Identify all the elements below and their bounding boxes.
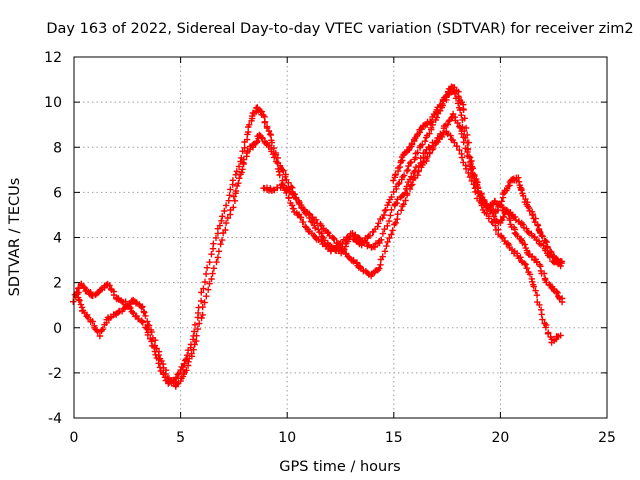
y-tick-label: 4 <box>53 231 62 247</box>
plus-markers <box>73 128 564 390</box>
chart-title: Day 163 of 2022, Sidereal Day-to-day VTE… <box>46 21 633 37</box>
x-tick-label: 5 <box>176 430 185 446</box>
y-tick-label: -2 <box>48 366 62 382</box>
plot-frame <box>73 56 608 419</box>
series-track-d <box>390 83 565 267</box>
y-tick-label: 12 <box>44 50 62 66</box>
data-marks <box>70 83 566 390</box>
plus-markers <box>70 84 566 387</box>
x-tick-label: 10 <box>278 430 296 446</box>
y-tick-label: 2 <box>53 276 62 292</box>
x-tick-label: 15 <box>385 430 403 446</box>
x-tick-label: 0 <box>70 430 79 446</box>
grid <box>74 57 607 418</box>
x-tick-label: 25 <box>598 430 616 446</box>
x-axis-label: GPS time / hours <box>279 459 400 475</box>
y-tick-label: 6 <box>53 185 62 201</box>
y-tick-label: -4 <box>48 411 62 427</box>
y-tick-label: 8 <box>53 140 62 156</box>
x-tick-label: 20 <box>491 430 509 446</box>
y-axis-label: SDTVAR / TECUs <box>7 178 23 297</box>
y-tick-label: 10 <box>44 95 62 111</box>
series-track-b <box>73 128 564 390</box>
axis-ticks: 0 5 10 15 20 25 -4 -2 0 2 4 6 8 10 12 <box>44 50 616 446</box>
plus-markers <box>390 83 565 267</box>
series-track-a <box>70 84 566 387</box>
y-tick-label: 0 <box>53 321 62 337</box>
